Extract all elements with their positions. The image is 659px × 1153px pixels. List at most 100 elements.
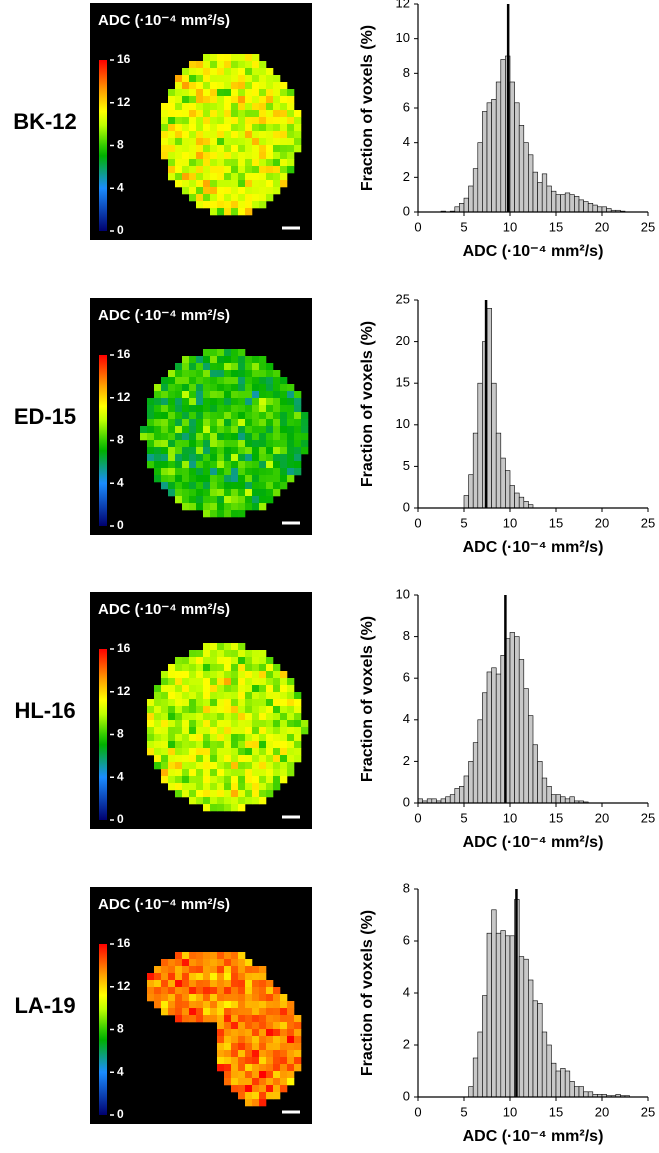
map-pixel (294, 699, 302, 707)
map-pixel (161, 776, 169, 784)
map-pixel (245, 699, 253, 707)
map-pixel (210, 384, 218, 392)
histogram-bar (500, 59, 506, 213)
histogram-bar (551, 190, 557, 213)
map-pixel (231, 671, 239, 679)
map-pixel (224, 482, 232, 490)
map-pixel (175, 110, 183, 118)
map-pixel (245, 685, 253, 693)
map-pixel (238, 1029, 246, 1037)
histogram-bar (472, 1057, 479, 1098)
map-pixel (217, 377, 225, 385)
map-pixel (147, 405, 155, 413)
map-pixel (182, 180, 190, 188)
map-pixel (294, 1029, 302, 1037)
map-pixel (147, 727, 155, 735)
map-pixel (287, 713, 295, 721)
histogram-bar (541, 173, 548, 213)
map-pixel (294, 1015, 302, 1023)
map-pixel (140, 426, 148, 434)
panel-label: ED-15 (14, 404, 76, 429)
map-pixel (287, 152, 295, 160)
map-pixel (238, 405, 246, 413)
map-pixel (273, 741, 281, 749)
map-pixel (217, 783, 225, 791)
y-axis-label: Fraction of voxels (%) (359, 321, 376, 487)
map-pixel (273, 720, 281, 728)
map-pixel (245, 671, 253, 679)
map-pixel (252, 1050, 260, 1058)
map-pixel (273, 166, 281, 174)
map-pixel (189, 145, 197, 153)
map-pixel (245, 159, 253, 167)
map-pixel (252, 61, 260, 69)
map-pixel (168, 678, 176, 686)
map-pixel (245, 461, 253, 469)
histogram-bar (523, 501, 529, 509)
map-pixel (189, 89, 197, 97)
histogram-bar (528, 979, 534, 1098)
histogram-bar (459, 203, 465, 213)
map-pixel (217, 461, 225, 469)
map-pixel (217, 994, 225, 1002)
histogram-bar (569, 796, 575, 804)
map-pixel (182, 159, 190, 167)
map-pixel (168, 762, 176, 770)
map-pixel (182, 412, 190, 420)
map-pixel (238, 68, 246, 76)
map-pixel (175, 440, 183, 448)
map-pixel (252, 1001, 260, 1009)
map-pixel (217, 776, 225, 784)
map-pixel (182, 503, 190, 511)
map-pixel (182, 734, 190, 742)
histogram-bar (459, 786, 465, 804)
map-pixel (245, 68, 253, 76)
map-pixel (287, 692, 295, 700)
histogram-bar (546, 786, 552, 804)
map-pixel (196, 201, 204, 209)
map-pixel (175, 664, 183, 672)
map-pixel (273, 482, 281, 490)
map-pixel (175, 398, 183, 406)
histogram-bar (463, 775, 469, 804)
map-pixel (259, 755, 267, 763)
map-pixel (224, 370, 232, 378)
map-pixel (231, 503, 239, 511)
map-pixel (217, 664, 225, 672)
map-pixel (189, 959, 197, 967)
map-pixel (161, 384, 169, 392)
map-pixel (203, 159, 211, 167)
map-pixel (161, 706, 169, 714)
map-pixel (210, 159, 218, 167)
map-pixel (252, 145, 260, 153)
map-pixel (231, 727, 239, 735)
x-tick-label: 10 (503, 810, 517, 825)
map-pixel (231, 103, 239, 111)
map-pixel (273, 468, 281, 476)
map-pixel (245, 769, 253, 777)
map-pixel (287, 384, 295, 392)
map-pixel (217, 159, 225, 167)
map-pixel (175, 1015, 183, 1023)
map-pixel (182, 482, 190, 490)
map-pixel (273, 152, 281, 160)
map-pixel (224, 96, 232, 104)
map-pixel (196, 973, 204, 981)
map-pixel (154, 699, 162, 707)
map-pixel (280, 1043, 288, 1051)
map-pixel (273, 187, 281, 195)
map-pixel (210, 776, 218, 784)
map-pixel (259, 166, 267, 174)
map-pixel (301, 727, 309, 735)
map-pixel (273, 1085, 281, 1093)
map-pixel (175, 769, 183, 777)
map-pixel (210, 461, 218, 469)
map-pixel (224, 1057, 232, 1065)
map-pixel (294, 419, 302, 427)
map-pixel (231, 643, 239, 651)
map-pixel (238, 377, 246, 385)
map-pixel (273, 1071, 281, 1079)
map-pixel (217, 496, 225, 504)
map-pixel (154, 741, 162, 749)
map-pixel (273, 1057, 281, 1065)
